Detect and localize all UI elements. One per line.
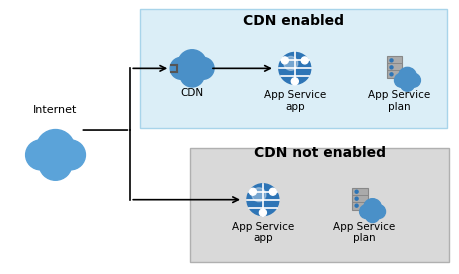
Circle shape <box>249 188 257 195</box>
Circle shape <box>355 197 358 200</box>
Circle shape <box>364 199 381 216</box>
Circle shape <box>170 58 192 79</box>
Circle shape <box>301 57 308 64</box>
Circle shape <box>291 78 298 85</box>
Circle shape <box>279 52 311 84</box>
Circle shape <box>26 140 56 170</box>
Circle shape <box>390 66 393 69</box>
Circle shape <box>178 50 207 78</box>
Circle shape <box>39 147 72 180</box>
Circle shape <box>284 56 298 70</box>
Text: App Service
plan: App Service plan <box>334 222 396 243</box>
Circle shape <box>56 140 85 170</box>
Text: Internet: Internet <box>34 105 78 115</box>
Circle shape <box>36 147 60 171</box>
Circle shape <box>189 63 207 80</box>
Circle shape <box>355 190 358 193</box>
FancyBboxPatch shape <box>140 9 448 128</box>
Text: App Service
app: App Service app <box>263 90 326 112</box>
Circle shape <box>355 204 358 207</box>
Circle shape <box>281 57 288 64</box>
FancyBboxPatch shape <box>190 148 449 262</box>
Circle shape <box>252 188 266 202</box>
Text: CDN: CDN <box>180 88 204 98</box>
Circle shape <box>247 184 279 216</box>
Circle shape <box>401 77 414 91</box>
Circle shape <box>259 209 266 216</box>
Circle shape <box>36 130 75 168</box>
FancyBboxPatch shape <box>352 188 368 210</box>
Circle shape <box>51 147 75 171</box>
Circle shape <box>394 73 409 87</box>
Circle shape <box>178 63 196 80</box>
Circle shape <box>192 58 214 79</box>
Circle shape <box>269 188 276 195</box>
Circle shape <box>390 59 393 62</box>
Circle shape <box>407 73 420 87</box>
Circle shape <box>359 205 374 219</box>
Circle shape <box>180 63 204 87</box>
Circle shape <box>398 67 416 85</box>
Circle shape <box>372 205 386 219</box>
Text: CDN not enabled: CDN not enabled <box>254 146 386 160</box>
Text: App Service
app: App Service app <box>232 222 294 243</box>
FancyBboxPatch shape <box>386 56 403 78</box>
Text: App Service
plan: App Service plan <box>369 90 431 112</box>
Circle shape <box>365 209 380 222</box>
Circle shape <box>390 73 393 76</box>
Text: CDN enabled: CDN enabled <box>243 14 344 28</box>
